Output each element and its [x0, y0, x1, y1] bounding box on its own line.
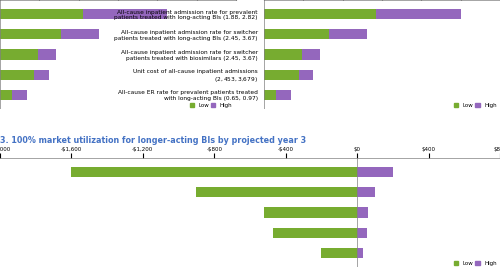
Bar: [34, 70, 49, 80]
Bar: [329, 29, 368, 39]
Legend: Low, High: Low, High: [454, 102, 497, 108]
Bar: [264, 90, 276, 100]
Bar: [264, 70, 298, 80]
Bar: [357, 187, 375, 197]
Bar: [276, 90, 290, 100]
Bar: [0, 29, 61, 39]
Bar: [302, 49, 320, 60]
Bar: [196, 187, 357, 197]
Bar: [357, 248, 364, 258]
Bar: [264, 49, 302, 60]
Bar: [38, 49, 56, 60]
Bar: [0, 90, 12, 100]
Bar: [72, 167, 357, 177]
Bar: [298, 70, 314, 80]
Bar: [12, 90, 26, 100]
Bar: [376, 9, 460, 19]
Bar: [357, 228, 367, 238]
Legend: Low, High: Low, High: [454, 260, 497, 266]
Bar: [357, 167, 393, 177]
Bar: [61, 29, 100, 39]
Bar: [0, 70, 34, 80]
Bar: [264, 207, 357, 218]
Bar: [264, 29, 329, 39]
Bar: [322, 248, 357, 258]
Bar: [273, 228, 357, 238]
Text: 3. 100% market utilization for longer-acting BIs by projected year 3: 3. 100% market utilization for longer-ac…: [0, 136, 306, 145]
Bar: [0, 49, 38, 60]
Bar: [264, 9, 376, 19]
Bar: [82, 9, 167, 19]
Bar: [357, 207, 368, 218]
Legend: Low, High: Low, High: [189, 102, 233, 108]
Bar: [0, 9, 82, 19]
